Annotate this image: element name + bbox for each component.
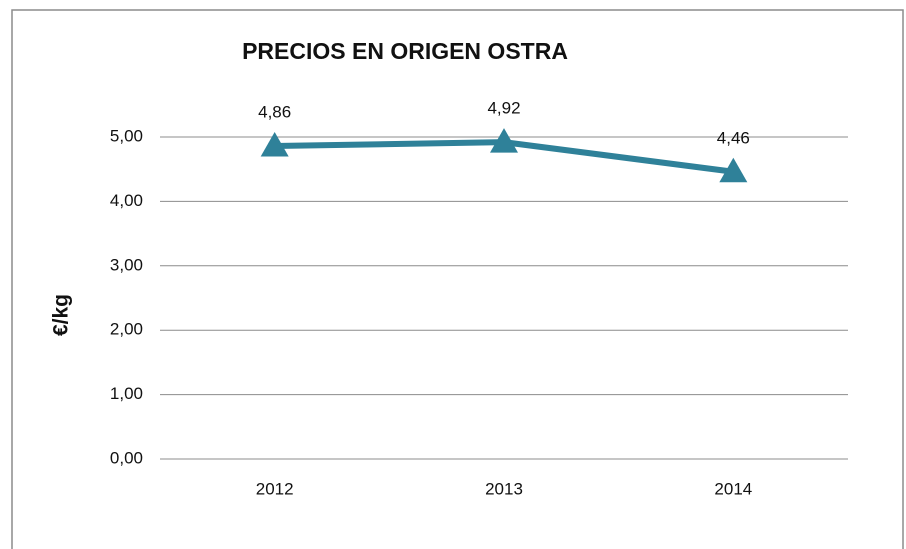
y-tick-label: 1,00 <box>110 384 143 403</box>
x-tick-label: 2012 <box>256 479 294 498</box>
y-tick-label: 3,00 <box>110 255 143 274</box>
y-tick-label: 4,00 <box>110 191 143 210</box>
marker <box>490 128 518 153</box>
marker <box>719 157 748 183</box>
y-axis-label: €/kg <box>50 294 73 336</box>
y-tick-label: 2,00 <box>110 320 143 339</box>
y-tick-label: 0,00 <box>110 448 143 467</box>
x-tick-label: 2014 <box>714 479 752 498</box>
data-label: 4,86 <box>258 103 291 122</box>
data-label: 4,46 <box>717 128 750 147</box>
chart-title: PRECIOS EN ORIGEN OSTRA <box>242 38 568 64</box>
data-label: 4,92 <box>487 99 520 118</box>
chart-frame <box>11 9 904 549</box>
marker <box>260 132 289 157</box>
y-tick-label: 5,00 <box>110 126 143 145</box>
x-tick-label: 2013 <box>485 479 523 498</box>
